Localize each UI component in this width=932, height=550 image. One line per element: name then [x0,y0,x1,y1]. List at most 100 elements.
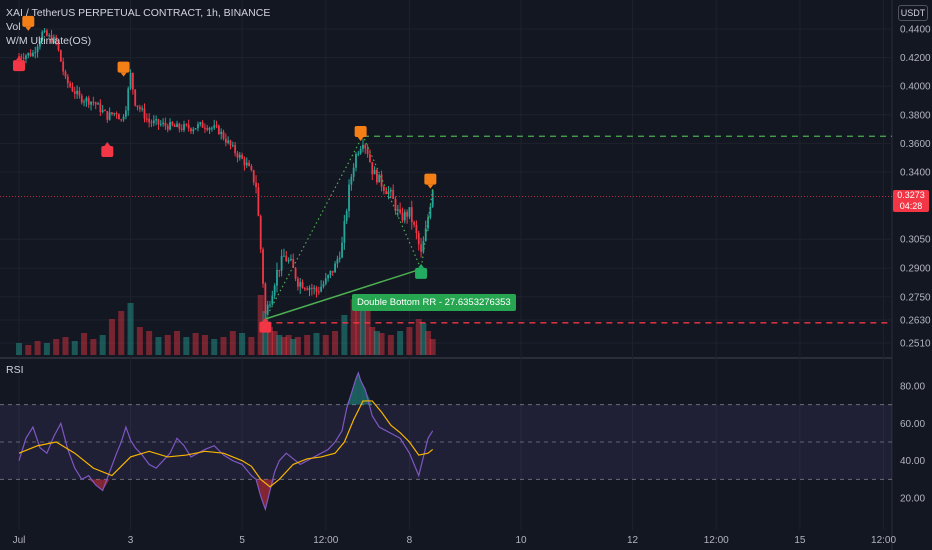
rsi-ma-line [18,400,434,488]
time-axis: Jul 3 5 12:00 8 10 12 12:00 15 12:00 [13,535,897,546]
volume-bar [285,335,292,355]
candle-body [76,90,79,94]
candle-body [334,263,336,273]
candle-body [322,283,325,287]
candle-body [285,255,288,262]
volume-bar [99,335,106,355]
candle-body [255,182,257,188]
volume-bar [53,339,60,355]
rsi-tick-label: 80.00 [900,382,925,393]
marker-body [13,60,25,72]
price-tick-label: 0.4400 [900,25,931,36]
candle-body [355,154,357,168]
volume-bar [369,327,376,355]
candle-body [385,190,388,194]
candle-body [341,242,343,258]
marker-body [117,61,130,73]
candle-body [138,106,141,110]
marker-pointer [427,184,434,189]
rsi-oversold-fill [265,479,270,510]
marker-body [259,321,272,333]
price-tick-label: 0.2750 [900,292,931,303]
candle-body [259,215,262,250]
price-tick-label: 0.4200 [900,53,931,64]
candle-body [173,125,176,127]
price-tick-label: 0.3600 [900,139,931,150]
marker-pointer [262,317,269,322]
volume-bar [201,335,208,355]
rsi-overbought-fill [355,372,359,405]
double-bottom-marker [415,263,428,279]
rsi-pane-title[interactable]: RSI [6,364,24,376]
time-tick-label: 10 [515,535,527,546]
candle-body [48,35,51,37]
rsi-line [18,371,434,512]
volume-bar [415,319,422,355]
candle-body [401,212,404,221]
candle-body [229,140,232,146]
time-tick-label: 3 [128,535,134,546]
volume-bar [136,327,143,355]
rsi-oversold-fill [102,479,110,491]
volume-bar [262,311,269,355]
candle-body [364,144,367,149]
marker-pointer [357,136,364,141]
symbol-title[interactable]: XAI / TetherUS PERPETUAL CONTRACT, 1h, B… [6,7,271,19]
candle-body [45,30,48,36]
marker-body [354,125,367,137]
chart-legend: XAI / TetherUS PERPETUAL CONTRACT, 1h, B… [6,6,270,48]
candle-body [180,128,183,130]
candle-body [29,52,32,57]
indicator-legend[interactable]: W/M Ultimate(OS) [6,35,92,47]
candle-body [108,112,111,120]
time-tick-label: 12:00 [871,535,896,546]
candle-body [104,110,106,112]
candle-body [71,86,74,92]
candle-body [213,125,216,128]
candle-body [399,209,402,213]
rsi-overbought-fill [358,372,361,405]
candle-body [415,224,418,234]
candle-body [250,166,253,171]
candle-body [171,122,174,126]
candle-body [41,31,44,41]
candle-body [252,170,255,183]
volume-bar [211,339,218,355]
time-tick-label: 12 [627,535,639,546]
candle-body [143,108,146,119]
volume-bar [373,331,380,355]
candle-body [269,304,271,306]
volume-bar [164,335,171,355]
currency-button[interactable]: USDT [898,5,928,21]
candle-body [59,50,62,62]
neckline [265,268,422,320]
candle-body [420,244,422,252]
volume-legend[interactable]: Vol [6,21,21,33]
time-tick-label: 15 [794,535,806,546]
candle-body [345,210,348,222]
candle-body [141,108,144,110]
candle-body [378,174,381,183]
volume-bar [271,331,278,355]
candle-body [32,52,34,57]
candle-body [273,285,276,296]
double-bottom-label: Double Bottom RR - 27.6353276353 [352,294,516,311]
candle-body [69,83,72,87]
candle-body [57,40,60,51]
candle-body [373,169,376,175]
candle-body [122,116,125,120]
pattern-overlay [0,134,892,324]
volume-bar [280,337,287,355]
candle-body [410,207,413,223]
candle-body [222,131,225,139]
candle-body [234,145,237,154]
time-tick-label: Jul [13,535,26,546]
candle-body [25,55,27,59]
volume-bar [359,303,366,355]
candle-body [55,37,58,41]
candle-body [362,144,364,149]
candle-body [382,186,385,191]
candle-body [99,103,102,113]
candle-body [192,129,195,132]
